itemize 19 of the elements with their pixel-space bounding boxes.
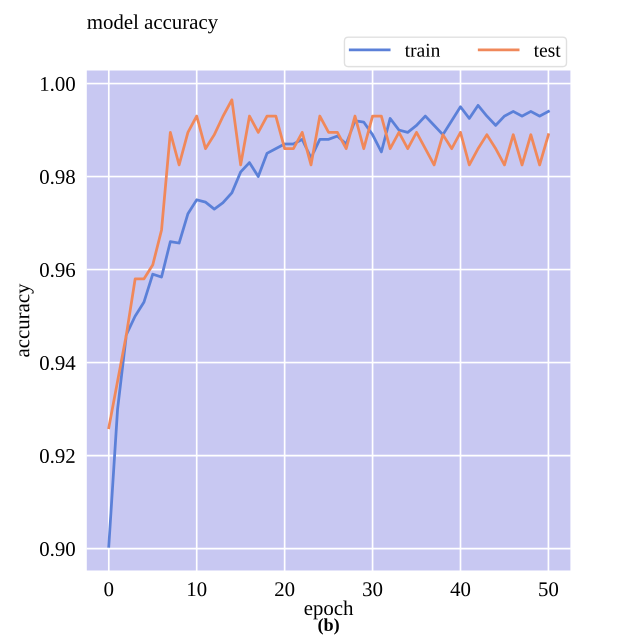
y-tick-label: 0.90 [40, 542, 75, 556]
y-tick-label: 0.94 [40, 356, 76, 370]
chart-title: model accuracy [87, 14, 218, 34]
x-tick-label: 20 [275, 582, 294, 596]
line-series [107, 98, 550, 430]
x-tick-label: 10 [188, 582, 206, 596]
x-tick-label: 40 [450, 582, 470, 596]
x-tick-label: 30 [363, 582, 382, 596]
x-tick-label: 0 [104, 582, 114, 596]
y-tick-label: 1.00 [41, 76, 75, 92]
legend-label: test [534, 46, 561, 57]
text: (b) [318, 618, 339, 635]
legend-label: train [404, 44, 440, 57]
x-axis-title: epoch [304, 600, 354, 620]
y-tick-label: 0.96 [40, 262, 76, 278]
y-tick-label: 0.92 [40, 448, 75, 464]
y-tick-label: 0.98 [40, 170, 75, 184]
y-axis-title: accuracy [19, 284, 34, 357]
x-tick-label: 50 [539, 582, 558, 596]
